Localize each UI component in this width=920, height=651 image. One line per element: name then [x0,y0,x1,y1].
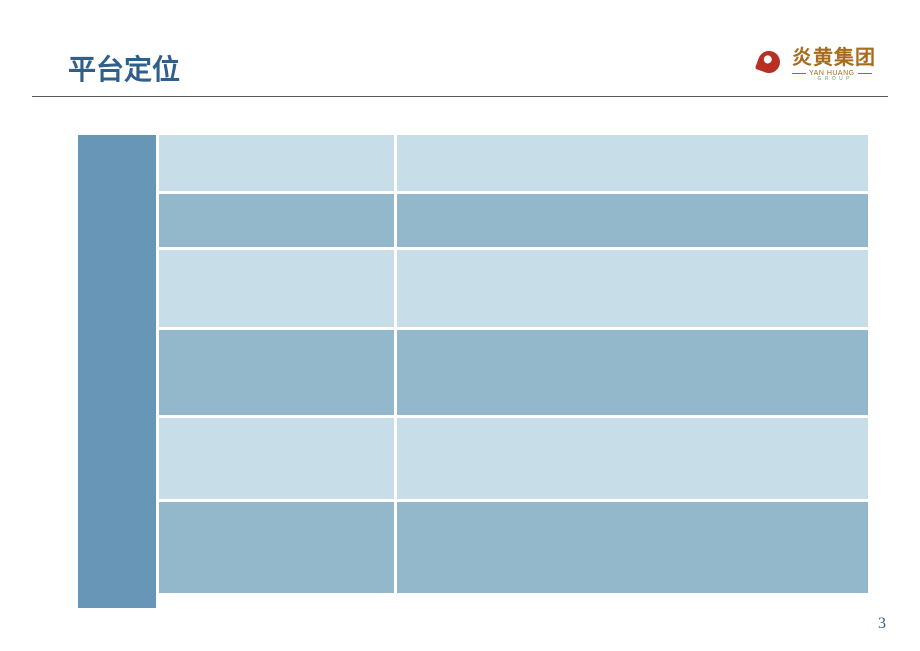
brand-logo: 炎黄集团 YAN HUANG G R O U P [758,48,876,82]
table-cell [394,135,868,191]
table-row [156,327,868,415]
table-cell [156,418,394,499]
table-row [156,499,868,593]
table-row [156,191,868,247]
logo-cn-text: 炎黄集团 [792,48,876,68]
table-cell [394,502,868,593]
table-row [156,135,868,191]
table-cell [156,502,394,593]
table-row [156,415,868,499]
table-cell [156,135,394,191]
table-cell [394,194,868,247]
table-side-column [78,135,156,608]
logo-sub-text: G R O U P [792,77,876,82]
table-row [156,247,868,327]
table-cell [156,330,394,415]
table-cell [156,194,394,247]
header-underline [32,96,888,97]
table-cell [394,250,868,327]
table-cell [394,330,868,415]
page-number: 3 [878,615,886,633]
table-body [156,135,868,608]
positioning-table [78,135,868,608]
logo-text: 炎黄集团 YAN HUANG G R O U P [792,48,876,82]
table-cell [156,250,394,327]
table-cell [394,418,868,499]
flame-swirl-icon [758,51,786,79]
